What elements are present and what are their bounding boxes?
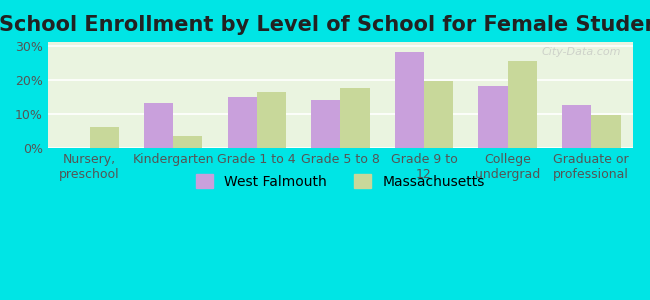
Bar bbox=[227, 97, 257, 148]
Bar bbox=[144, 103, 173, 148]
Bar bbox=[424, 81, 453, 148]
Text: City-Data.com: City-Data.com bbox=[542, 47, 621, 57]
Bar bbox=[257, 92, 286, 148]
Bar bbox=[173, 136, 202, 148]
Bar bbox=[341, 88, 370, 148]
Legend: West Falmouth, Massachusetts: West Falmouth, Massachusetts bbox=[189, 167, 491, 196]
Bar bbox=[508, 61, 537, 148]
Bar bbox=[311, 100, 341, 148]
Title: School Enrollment by Level of School for Female Students: School Enrollment by Level of School for… bbox=[0, 15, 650, 35]
Bar bbox=[592, 116, 621, 148]
Bar bbox=[395, 52, 424, 148]
Bar bbox=[478, 86, 508, 148]
Bar bbox=[90, 128, 119, 148]
Bar bbox=[562, 105, 592, 148]
